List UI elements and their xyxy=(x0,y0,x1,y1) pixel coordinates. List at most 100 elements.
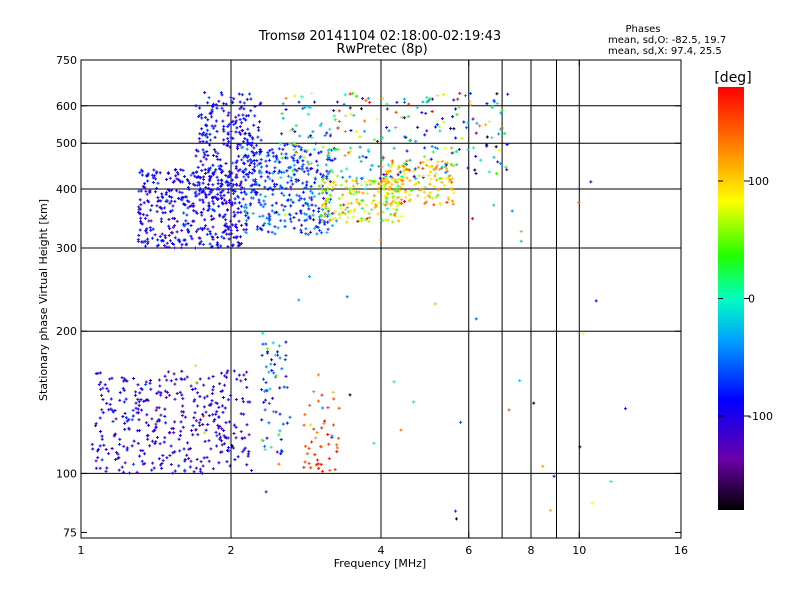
echo-point xyxy=(210,124,214,128)
y-tick-label: 100 xyxy=(56,467,77,480)
echo-point xyxy=(304,213,308,217)
echo-point xyxy=(334,183,338,187)
phase-info-title: Phases xyxy=(625,24,660,35)
echo-point xyxy=(454,136,458,140)
echo-point xyxy=(281,147,285,151)
echo-point xyxy=(223,213,227,217)
echo-point xyxy=(301,190,305,194)
echo-point xyxy=(254,190,258,194)
echo-point xyxy=(398,188,402,192)
echo-point xyxy=(310,167,314,171)
echo-point xyxy=(270,147,274,151)
echo-point xyxy=(267,401,271,405)
echo-point xyxy=(325,231,329,235)
echo-point xyxy=(173,397,177,401)
echo-point xyxy=(271,396,275,400)
echo-point xyxy=(198,377,202,381)
echo-point xyxy=(407,193,411,197)
echo-point xyxy=(146,237,150,241)
echo-point xyxy=(210,244,214,248)
echo-point xyxy=(169,463,173,467)
echo-point xyxy=(212,148,216,152)
echo-point xyxy=(138,454,142,458)
echo-point xyxy=(163,389,167,393)
echo-point xyxy=(218,382,222,386)
echo-point xyxy=(140,240,144,244)
echo-point xyxy=(351,179,355,183)
echo-point xyxy=(107,408,111,412)
echo-point xyxy=(205,150,209,154)
echo-point xyxy=(196,391,200,395)
echo-point xyxy=(193,398,197,402)
echo-point xyxy=(234,166,238,170)
echo-point xyxy=(359,107,363,111)
echo-point xyxy=(239,204,243,208)
echo-point xyxy=(450,146,454,150)
echo-point xyxy=(217,204,221,208)
echo-point xyxy=(255,151,259,155)
echo-point xyxy=(392,207,396,211)
echo-point xyxy=(375,139,379,143)
echo-point xyxy=(154,177,158,181)
echo-point xyxy=(297,178,301,182)
echo-point xyxy=(205,455,209,459)
echo-point xyxy=(164,395,168,399)
echo-point xyxy=(158,235,162,239)
echo-point xyxy=(163,414,167,418)
echo-point xyxy=(251,188,255,192)
echo-point xyxy=(400,179,404,183)
echo-point xyxy=(422,190,426,194)
echo-point xyxy=(445,200,449,204)
echo-point xyxy=(388,188,392,192)
echo-point xyxy=(235,183,239,187)
echo-point xyxy=(328,218,332,222)
echo-point xyxy=(208,111,212,115)
echo-point xyxy=(170,242,174,246)
echo-point xyxy=(244,192,248,196)
echo-point xyxy=(258,120,262,124)
echo-point xyxy=(399,428,403,432)
echo-point xyxy=(173,199,177,203)
echo-point xyxy=(247,433,251,437)
echo-point xyxy=(326,432,330,436)
echo-point xyxy=(185,453,189,457)
echo-point xyxy=(382,173,386,177)
echo-point xyxy=(312,218,316,222)
echo-point xyxy=(412,400,416,404)
echo-point xyxy=(373,180,377,184)
echo-point xyxy=(238,201,242,205)
echo-point xyxy=(137,418,141,422)
echo-point xyxy=(280,450,284,454)
echo-point xyxy=(180,229,184,233)
echo-point xyxy=(309,189,313,193)
echo-point xyxy=(157,419,161,423)
echo-point xyxy=(394,110,398,114)
echo-point xyxy=(179,377,183,381)
echo-point xyxy=(442,93,446,97)
echo-point xyxy=(221,389,225,393)
echo-point xyxy=(548,508,552,512)
echo-point xyxy=(136,407,140,411)
echo-point xyxy=(154,408,158,412)
echo-point xyxy=(429,170,433,174)
echo-point xyxy=(279,184,283,188)
echo-point xyxy=(212,385,216,389)
echo-point xyxy=(455,163,459,167)
echo-point xyxy=(342,203,346,207)
echo-point xyxy=(180,369,184,373)
echo-point xyxy=(400,115,404,119)
echo-point xyxy=(183,415,187,419)
echo-point xyxy=(327,200,331,204)
echo-point xyxy=(299,197,303,201)
echo-point xyxy=(289,217,293,221)
echo-point xyxy=(499,127,503,131)
echo-point xyxy=(245,423,249,427)
echo-point xyxy=(216,197,220,201)
echo-point xyxy=(445,161,449,165)
echo-point xyxy=(202,383,206,387)
echo-point xyxy=(345,167,349,171)
echo-point xyxy=(265,436,269,440)
echo-point xyxy=(268,177,272,181)
echo-point xyxy=(451,188,455,192)
